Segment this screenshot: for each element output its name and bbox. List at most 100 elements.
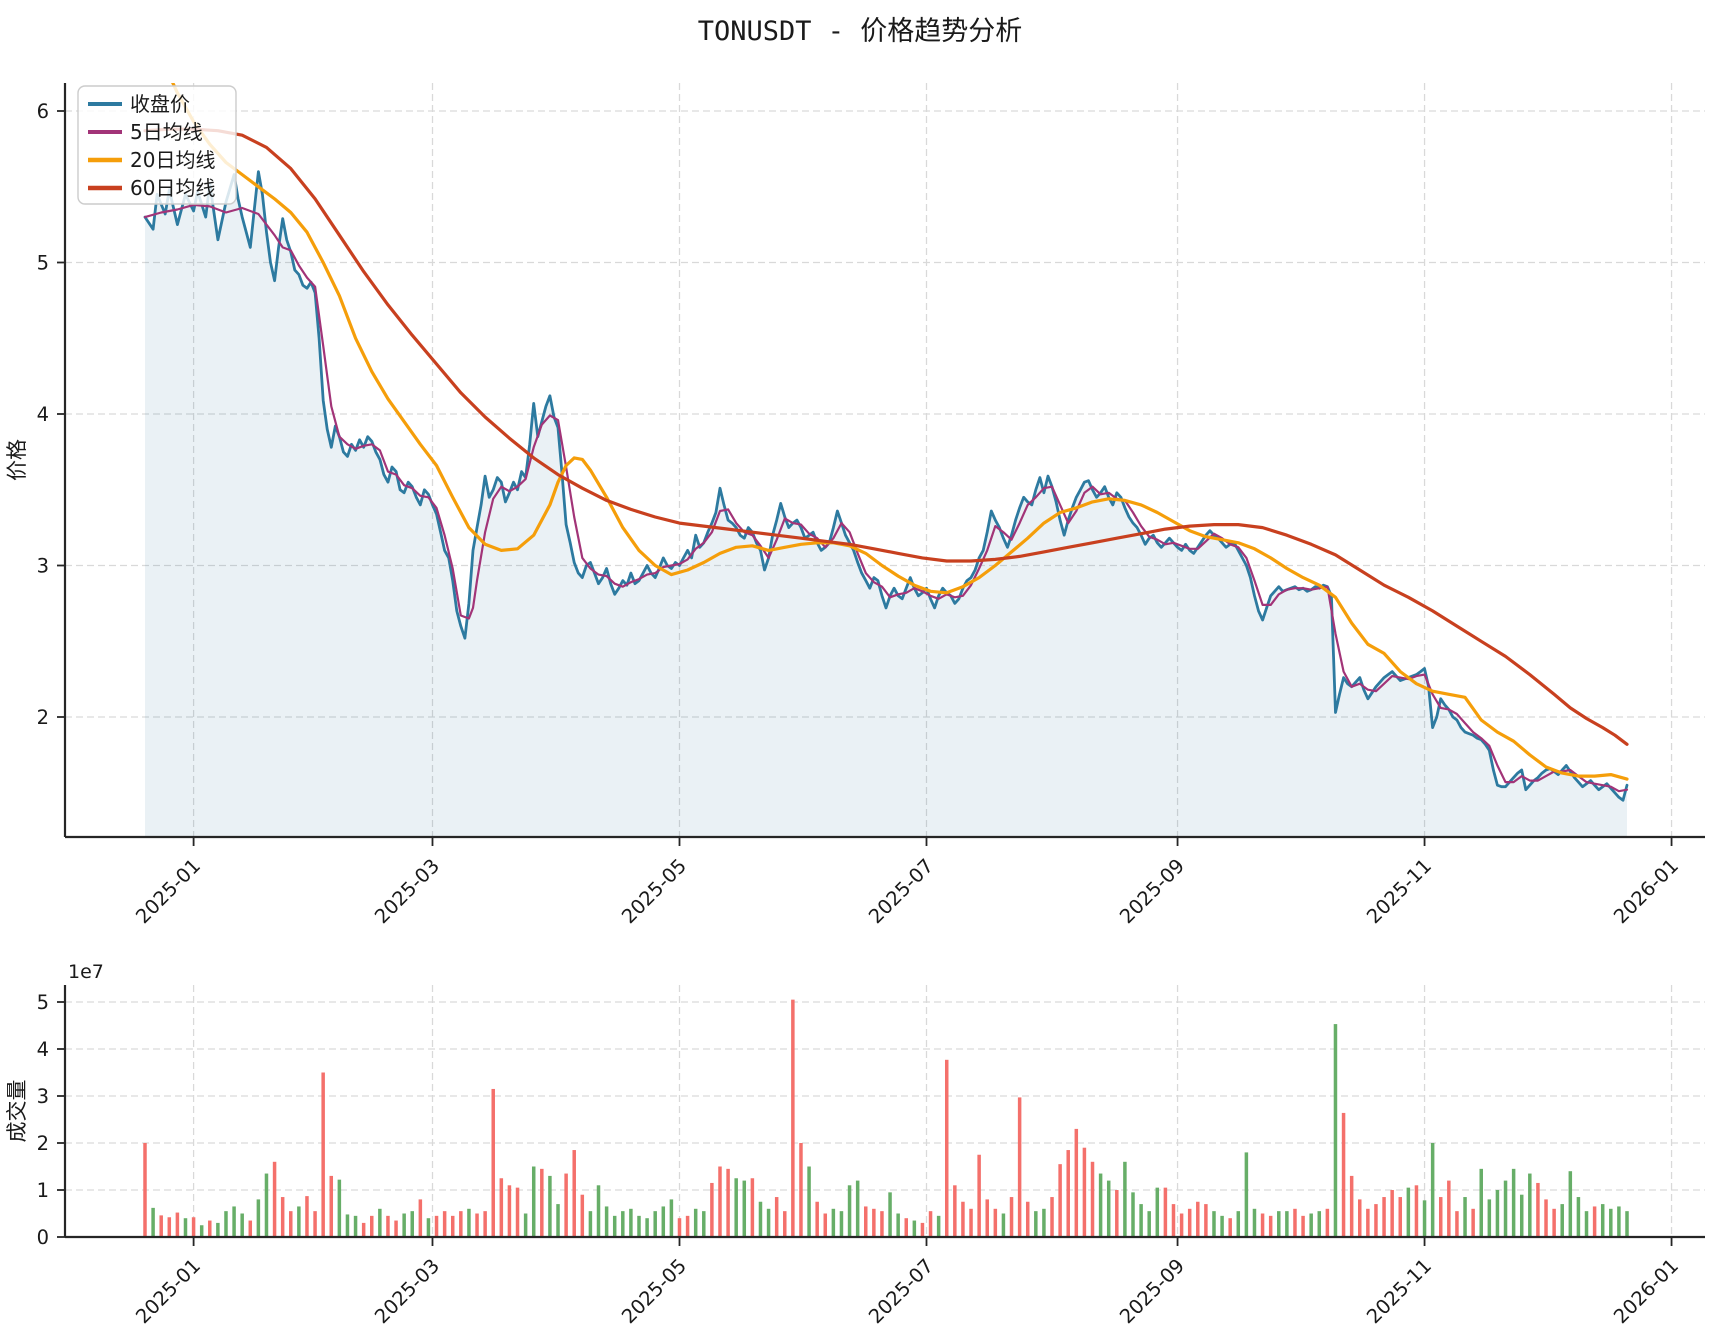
volume-bar-up [426,1218,431,1237]
volume-bar-up [1147,1211,1151,1237]
volume-ytick-label: 2 [37,1132,49,1155]
volume-bar-up [1511,1168,1516,1237]
volume-bar-up [629,1208,633,1237]
volume-bar-up [353,1215,358,1237]
volume-bar-up [645,1218,649,1237]
volume-bar-up [523,1213,528,1237]
volume-bar-down [750,1178,755,1237]
volume-bar-up [742,1180,747,1237]
chart-render-root: 2 3 4 5 6 0 1 2 3 4 5 2025-01 2025-03 2025-05 2025-07 2… [37,83,1705,1328]
volume-bar-up [467,1208,471,1237]
volume-bar-down [1204,1204,1208,1237]
volume-bar-down [1325,1208,1330,1237]
volume-bar-up [831,1208,836,1237]
volume-bar-up [1463,1197,1467,1237]
volume-ytick-label: 1 [37,1179,49,1202]
volume-bar-down [1438,1197,1443,1237]
volume-bar-up [1106,1180,1111,1237]
volume-bar-down [1592,1206,1597,1237]
legend: 收盘价 5日均线 20日均线 60日均线 [77,85,237,205]
price-ylabel: 价格 [5,439,29,481]
volume-bar-down [1090,1161,1095,1237]
volume-bar-down [1058,1164,1062,1237]
volume-bar-down [1179,1213,1184,1237]
volume-bar-up [1568,1171,1573,1237]
volume-xtick-label: 2025-01 [131,1254,205,1328]
volume-bar-down [313,1211,317,1237]
volume-bar-down [386,1215,390,1237]
volume-bar-down [1074,1128,1079,1237]
volume-bar-down [1552,1208,1556,1237]
volume-bar-up [612,1215,617,1237]
price-ytick-label: 4 [37,403,49,426]
volume-bar-up [1244,1152,1249,1237]
volume-ytick-label: 4 [37,1038,49,1061]
volume-ytick-label: 0 [37,1226,49,1249]
volume-bar-up [1309,1213,1313,1237]
legend-item-label: 20日均线 [130,148,215,172]
volume-bar-down [977,1154,981,1237]
volume-bar-up [410,1211,414,1237]
volume-bar-down [718,1166,722,1237]
volume-xtick-label: 2025-09 [1115,1254,1189,1328]
volume-bar-up [548,1175,552,1237]
volume-bar-down [783,1211,787,1237]
volume-bar-up [1001,1213,1006,1237]
volume-bar-up [256,1199,261,1237]
volume-bar-down [1066,1150,1070,1237]
volume-bar-up [1576,1197,1581,1237]
volume-bar-down [1228,1218,1232,1237]
volume-bar-down [1544,1199,1548,1237]
volume-bar-up [1042,1208,1046,1237]
legend-item-label: 60日均线 [130,176,215,200]
volume-bar-up [1236,1211,1241,1237]
volume-bar-up [596,1185,601,1237]
volume-bar-down [710,1182,714,1237]
volume-bar-up [224,1211,228,1237]
price-xtick-label: 2025-05 [617,854,691,928]
volume-bar-up [1617,1206,1621,1237]
volume-bar-up [556,1204,560,1237]
volume-bar-down [685,1215,690,1237]
price-ytick-label: 6 [37,100,49,123]
volume-bar-down [1163,1187,1168,1237]
volume-bar-down [1471,1208,1475,1237]
price-xtick-label: 2025-01 [131,854,205,928]
volume-bar-down [1366,1208,1370,1237]
volume-bar-down [361,1222,366,1237]
volume-bar-down [928,1211,933,1237]
volume-bar-down [944,1059,949,1237]
volume-bar-up [1285,1211,1289,1237]
volume-bar-up [1560,1204,1564,1237]
volume-bar-down [442,1211,447,1237]
price-ytick-label: 5 [37,252,49,275]
volume-bar-up [839,1211,844,1237]
volume-bar-down [1082,1147,1087,1237]
volume-bar-down [799,1143,803,1237]
volume-bar-down [1382,1197,1386,1237]
volume-bar-down [864,1206,868,1237]
volume-bar-down [564,1173,568,1237]
volume-bar-up [345,1214,350,1237]
volume-bar-down [450,1215,455,1237]
volume-bar-down [272,1161,277,1237]
volume-bar-down [1349,1175,1354,1237]
volume-bar-down [572,1150,576,1237]
volume-bar-up [669,1199,674,1237]
volume-bar-up [1155,1187,1160,1237]
volume-bar-up [604,1206,609,1237]
volume-bar-up [1131,1192,1135,1237]
volume-bar-up [1528,1173,1532,1237]
volume-bar-up [1333,1024,1338,1237]
volume-bar-up [183,1218,188,1237]
volume-bar-up [1406,1187,1411,1237]
volume-bar-down [248,1220,253,1237]
price-xtick-label: 2025-09 [1115,854,1189,928]
volume-bar-up [661,1206,666,1237]
volume-bar-down [507,1185,512,1237]
volume-bar-up [1600,1204,1605,1237]
volume-bar-down [920,1222,925,1237]
price-xtick-label: 2026-01 [1609,854,1683,928]
